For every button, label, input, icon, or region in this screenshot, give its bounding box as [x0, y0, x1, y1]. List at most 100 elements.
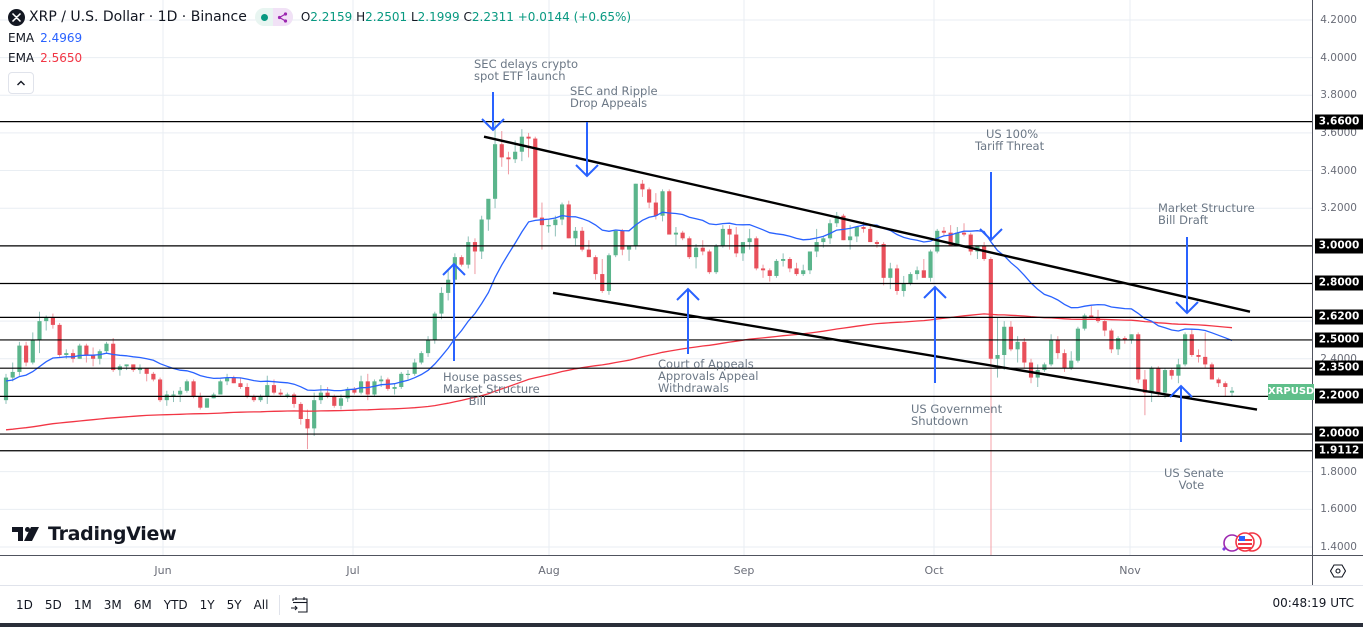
ema-slow-legend[interactable]: EMA 2.5650 [8, 48, 631, 68]
candle-body [1049, 339, 1054, 365]
candle-body [794, 268, 799, 275]
candle-body [1223, 383, 1228, 387]
high-label: H [356, 10, 366, 24]
candle-body [513, 151, 518, 160]
ema-slow-value: 2.5650 [40, 51, 83, 65]
share-icon[interactable] [272, 8, 293, 26]
candle-body [1116, 338, 1121, 350]
time-tick: Oct [924, 564, 944, 577]
news-events-icons[interactable] [1218, 531, 1264, 559]
candle-body [533, 138, 538, 218]
symbol-row: XRP / U.S. Dollar · 1D · Binance O2.2159… [8, 6, 631, 28]
timezone-clock[interactable]: 00:48:19 UTC [1272, 596, 1355, 610]
candle-body [124, 364, 129, 367]
candle-body [848, 236, 853, 241]
range-1m-button[interactable]: 1M [73, 597, 92, 612]
toolbar-divider [279, 594, 281, 615]
tradingview-logo[interactable]: TradingView [12, 523, 177, 545]
candle-body [486, 198, 491, 220]
annotation-label: US Government Shutdown [911, 402, 1003, 428]
settings-gear-icon [1330, 563, 1346, 578]
range-5y-button[interactable]: 5Y [226, 597, 242, 612]
candle-body [854, 227, 859, 237]
candle-body [305, 418, 310, 429]
high-value: 2.2501 [365, 10, 408, 24]
candle-body [894, 268, 900, 292]
price-tick: 4.0000 [1320, 51, 1357, 64]
candle-body [734, 234, 739, 254]
chart-settings-button[interactable] [1312, 555, 1363, 585]
ema-fast-legend[interactable]: EMA 2.4969 [8, 28, 631, 48]
candle-body [928, 251, 933, 278]
candle-body [245, 386, 250, 397]
candlestick-chart[interactable] [0, 0, 1312, 555]
go-to-date-button[interactable] [290, 596, 310, 614]
market-status-chip[interactable] [254, 8, 293, 26]
candle-body [841, 215, 846, 241]
candle-body [982, 245, 987, 260]
window-bottom-edge [0, 623, 1363, 627]
candle-body [968, 234, 973, 252]
candle-body [1008, 326, 1013, 350]
candle-body [700, 247, 705, 252]
range-1y-button[interactable]: 1Y [199, 597, 215, 612]
arrowhead-icon [481, 118, 505, 132]
candle-body [405, 373, 411, 376]
close-label: C [463, 10, 472, 24]
candle-body [586, 249, 591, 258]
range-5d-button[interactable]: 5D [44, 597, 62, 612]
annotation-label: US 100% Tariff Threat [975, 127, 1045, 153]
tradingview-wordmark: TradingView [48, 523, 177, 545]
candle-body [258, 396, 263, 401]
candle-body [285, 394, 290, 396]
open-label: O [300, 10, 311, 24]
price-scale[interactable]: 4.20004.00003.80003.60003.40003.20002.60… [1312, 0, 1363, 555]
price-tick: 1.8000 [1320, 465, 1357, 478]
time-scale[interactable]: Jun Jul Aug Sep Oct Nov [0, 555, 1312, 585]
candle-body [91, 354, 96, 359]
range-1d-button[interactable]: 1D [16, 597, 33, 612]
candle-body [271, 385, 277, 393]
time-tick: Aug [538, 564, 560, 577]
range-3m-button[interactable]: 3M [103, 597, 122, 612]
range-all-button[interactable]: All [253, 597, 269, 612]
arrowhead-icon [979, 228, 1003, 242]
upper-channel-trendline [483, 135, 1251, 313]
candle-body [821, 238, 826, 243]
candle-body [881, 243, 886, 278]
candle-body [760, 268, 766, 271]
chevron-up-icon [17, 80, 25, 86]
collapse-legend-button[interactable] [8, 72, 34, 94]
chart-legend: XRP / U.S. Dollar · 1D · Binance O2.2159… [8, 6, 631, 94]
candle-body [961, 232, 967, 235]
symbol-title[interactable]: XRP / U.S. Dollar · 1D · Binance [29, 9, 247, 25]
arrowhead-icon [575, 164, 599, 178]
calendar-goto-icon [291, 596, 309, 613]
price-level-label: 3.0000 [1315, 238, 1363, 254]
candle-body [419, 353, 424, 363]
candle-body [1169, 370, 1174, 376]
candle-body [693, 247, 699, 258]
candle-body [231, 377, 236, 384]
candle-body [995, 354, 1000, 359]
candle-body [1015, 341, 1020, 350]
candle-body [767, 270, 772, 276]
candle-body [164, 394, 169, 401]
range-6m-button[interactable]: 6M [133, 597, 152, 612]
candle-body [1183, 334, 1188, 365]
candle-body [372, 381, 377, 395]
price-tick: 1.6000 [1320, 503, 1357, 516]
chart-pane[interactable] [0, 0, 1312, 555]
candle-body [781, 259, 786, 261]
change-value: +0.0144 (+0.65%) [517, 10, 632, 24]
candle-body [593, 257, 598, 275]
candle-body [915, 270, 920, 275]
candle-body [379, 379, 384, 382]
price-tick: 3.6000 [1320, 126, 1357, 139]
candle-body [861, 227, 866, 229]
range-ytd-button[interactable]: YTD [163, 597, 188, 612]
bottom-toolbar: 1D 5D 1M 3M 6M YTD 1Y 5Y All 00:48:19 UT… [0, 585, 1363, 623]
candle-body [801, 270, 806, 275]
candle-body [44, 317, 49, 322]
